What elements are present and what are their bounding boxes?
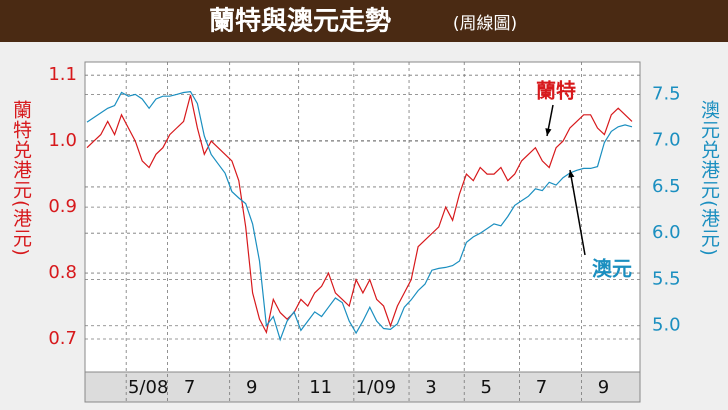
y-tick-label: 0.8: [48, 262, 77, 283]
x-tick-label: 9: [246, 377, 257, 398]
series-label: 澳元: [592, 257, 632, 281]
x-tick-label: 7: [536, 377, 547, 398]
y2-tick-label: 7.0: [652, 130, 681, 151]
x-tick-label: 11: [309, 377, 332, 398]
y2-tick-label: 5.5: [652, 268, 681, 289]
chart-subtitle: (周線圖): [453, 14, 517, 34]
y-tick-label: 0.7: [48, 328, 77, 349]
x-tick-label: 5: [481, 377, 492, 398]
y2-axis-label: 澳元兑港元(港元): [698, 100, 720, 257]
series-line: [86, 90, 633, 342]
y-tick-label: 1.1: [48, 64, 77, 85]
y2-tick-label: 7.5: [652, 83, 681, 104]
y-tick-label: 1.0: [48, 130, 77, 151]
chart-title: 蘭特與澳元走勢: [209, 6, 391, 37]
annotation-arrowhead: [568, 170, 575, 178]
x-axis-strip: [84, 371, 641, 403]
y2-tick-label: 6.5: [652, 176, 681, 197]
annotation-arrow: [569, 169, 586, 256]
y2-tick-label: 6.0: [652, 222, 681, 243]
x-tick-label: 5/08: [128, 377, 168, 398]
x-tick-label: 7: [184, 377, 195, 398]
x-tick-label: 9: [598, 377, 609, 398]
x-tick-label: 1/09: [356, 377, 396, 398]
title-bar: [0, 0, 728, 42]
y-axis-label: 蘭特兑港元(港元): [10, 100, 32, 257]
x-tick-label: 3: [425, 377, 436, 398]
series-label: 蘭特: [536, 79, 576, 103]
series-line: [86, 94, 633, 335]
y-tick-label: 0.9: [48, 196, 77, 217]
plot-area: [84, 61, 641, 373]
y2-tick-label: 5.0: [652, 315, 681, 336]
annotation-arrowhead: [545, 128, 552, 136]
